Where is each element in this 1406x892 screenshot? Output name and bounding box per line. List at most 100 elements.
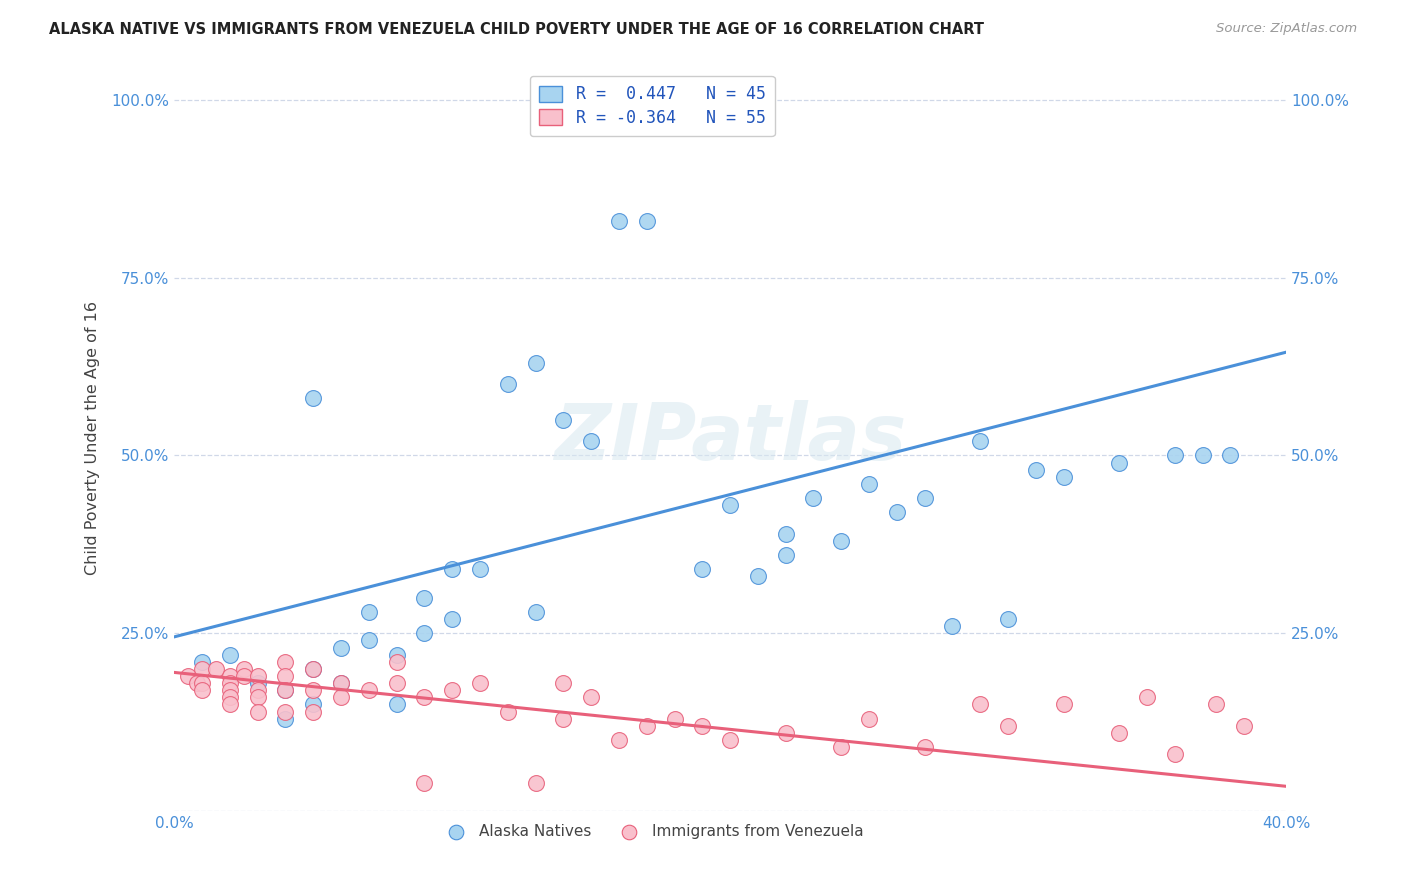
- Point: [302, 705, 325, 719]
- Point: [1205, 698, 1227, 712]
- Point: [177, 669, 200, 683]
- Point: [232, 669, 254, 683]
- Point: [274, 705, 297, 719]
- Point: [468, 562, 491, 576]
- Point: [302, 662, 325, 676]
- Point: [553, 712, 575, 726]
- Point: [775, 526, 797, 541]
- Point: [858, 476, 880, 491]
- Point: [830, 740, 852, 755]
- Point: [274, 683, 297, 698]
- Point: [496, 705, 519, 719]
- Point: [441, 562, 464, 576]
- Point: [1233, 719, 1256, 733]
- Point: [186, 676, 208, 690]
- Point: [636, 719, 658, 733]
- Point: [969, 698, 991, 712]
- Point: [803, 491, 825, 505]
- Point: [385, 655, 408, 669]
- Point: [830, 533, 852, 548]
- Point: [357, 683, 380, 698]
- Point: [413, 591, 436, 605]
- Point: [969, 434, 991, 449]
- Point: [274, 683, 297, 698]
- Point: [1108, 726, 1130, 740]
- Point: [385, 648, 408, 662]
- Point: [524, 605, 547, 619]
- Text: ZIPatlas: ZIPatlas: [554, 400, 907, 475]
- Point: [775, 548, 797, 562]
- Point: [357, 605, 380, 619]
- Point: [914, 740, 936, 755]
- Point: [218, 683, 240, 698]
- Point: [775, 726, 797, 740]
- Point: [441, 612, 464, 626]
- Point: [914, 491, 936, 505]
- Point: [579, 434, 602, 449]
- Point: [302, 698, 325, 712]
- Point: [1052, 698, 1074, 712]
- Text: Source: ZipAtlas.com: Source: ZipAtlas.com: [1216, 22, 1357, 36]
- Point: [1108, 456, 1130, 470]
- Point: [553, 413, 575, 427]
- Point: [218, 698, 240, 712]
- Point: [330, 676, 353, 690]
- Point: [718, 733, 741, 747]
- Point: [997, 612, 1019, 626]
- Point: [274, 669, 297, 683]
- Point: [218, 648, 240, 662]
- Point: [385, 698, 408, 712]
- Point: [302, 392, 325, 406]
- Point: [1025, 463, 1047, 477]
- Point: [858, 712, 880, 726]
- Point: [441, 683, 464, 698]
- Point: [664, 712, 686, 726]
- Point: [941, 619, 963, 633]
- Point: [246, 669, 269, 683]
- Point: [191, 655, 214, 669]
- Point: [274, 712, 297, 726]
- Point: [191, 662, 214, 676]
- Point: [232, 662, 254, 676]
- Point: [997, 719, 1019, 733]
- Point: [413, 775, 436, 789]
- Point: [747, 569, 769, 583]
- Point: [607, 213, 630, 227]
- Point: [579, 690, 602, 705]
- Point: [1136, 690, 1159, 705]
- Point: [218, 690, 240, 705]
- Point: [886, 505, 908, 519]
- Point: [607, 733, 630, 747]
- Point: [205, 662, 228, 676]
- Point: [218, 676, 240, 690]
- Point: [385, 676, 408, 690]
- Point: [246, 690, 269, 705]
- Point: [357, 633, 380, 648]
- Point: [330, 640, 353, 655]
- Point: [246, 676, 269, 690]
- Point: [218, 669, 240, 683]
- Point: [330, 690, 353, 705]
- Point: [302, 662, 325, 676]
- Point: [191, 676, 214, 690]
- Point: [246, 705, 269, 719]
- Point: [330, 676, 353, 690]
- Point: [524, 356, 547, 370]
- Point: [553, 676, 575, 690]
- Point: [524, 775, 547, 789]
- Point: [274, 655, 297, 669]
- Point: [1219, 449, 1241, 463]
- Point: [718, 498, 741, 512]
- Y-axis label: Child Poverty Under the Age of 16: Child Poverty Under the Age of 16: [86, 301, 100, 574]
- Text: ALASKA NATIVE VS IMMIGRANTS FROM VENEZUELA CHILD POVERTY UNDER THE AGE OF 16 COR: ALASKA NATIVE VS IMMIGRANTS FROM VENEZUE…: [49, 22, 984, 37]
- Point: [636, 213, 658, 227]
- Point: [246, 683, 269, 698]
- Point: [1191, 449, 1213, 463]
- Point: [496, 377, 519, 392]
- Point: [413, 626, 436, 640]
- Point: [302, 683, 325, 698]
- Point: [468, 676, 491, 690]
- Point: [413, 690, 436, 705]
- Point: [1164, 747, 1187, 762]
- Point: [692, 562, 714, 576]
